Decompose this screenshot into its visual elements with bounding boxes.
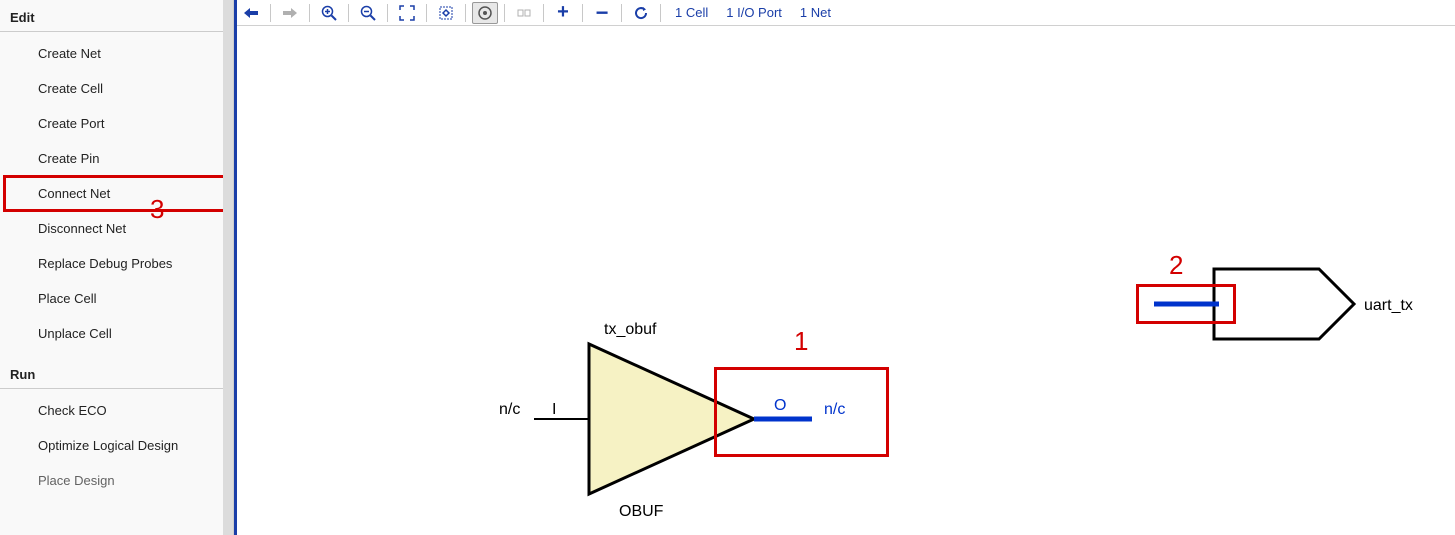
obuf-instance-name: tx_obuf [604, 321, 657, 338]
toolbar-cells-label[interactable]: 1 Cell [675, 5, 708, 20]
back-icon[interactable] [238, 2, 264, 24]
toolbar: + − 1 Cell 1 I/O Port 1 Net [234, 0, 1455, 26]
zoom-fit-icon[interactable] [394, 2, 420, 24]
sidebar-item-replace-debug-probes[interactable]: Replace Debug Probes [0, 246, 233, 281]
sidebar-item-create-cell[interactable]: Create Cell [0, 71, 233, 106]
annotation-box-1 [714, 367, 889, 457]
toolbar-separator [270, 4, 271, 22]
obuf-input-net: n/c [499, 401, 520, 418]
zoom-fit-sel-icon[interactable] [433, 2, 459, 24]
sidebar-item-create-pin[interactable]: Create Pin [0, 141, 233, 176]
annotation-box-2 [1136, 284, 1236, 324]
sidebar-item-connect-net[interactable]: Connect Net [4, 176, 229, 211]
toolbar-separator [660, 4, 661, 22]
schematic-canvas[interactable]: tx_obuf OBUF n/c I O n/c uart_tx [234, 26, 1455, 535]
canvas-area: + − 1 Cell 1 I/O Port 1 Net tx_obuf OBUF [234, 0, 1455, 535]
toolbar-separator [465, 4, 466, 22]
toolbar-separator [504, 4, 505, 22]
toolbar-separator [426, 4, 427, 22]
plus-icon[interactable]: + [550, 2, 576, 24]
toolbar-io-label[interactable]: 1 I/O Port [726, 5, 782, 20]
uart-tx-port-label: uart_tx [1364, 297, 1413, 314]
section-header-edit: Edit [0, 4, 233, 32]
sidebar-item-disconnect-net[interactable]: Disconnect Net [0, 211, 233, 246]
annotation-2: 2 [1169, 250, 1183, 281]
sidebar-item-optimize-logical-design[interactable]: Optimize Logical Design [0, 428, 233, 463]
sidebar-scrollbar[interactable] [223, 0, 233, 535]
annotation-3: 3 [150, 194, 164, 225]
obuf-type-label: OBUF [619, 503, 664, 520]
toolbar-separator [582, 4, 583, 22]
obuf-input-pin: I [552, 401, 556, 418]
forward-icon [277, 2, 303, 24]
zoom-in-icon[interactable] [316, 2, 342, 24]
toolbar-separator [387, 4, 388, 22]
toolbar-separator [348, 4, 349, 22]
sidebar-item-unplace-cell[interactable]: Unplace Cell [0, 316, 233, 351]
sidebar-item-place-cell[interactable]: Place Cell [0, 281, 233, 316]
select-mode-icon[interactable] [472, 2, 498, 24]
sidebar: Edit Create Net Create Cell Create Port … [0, 0, 234, 535]
section-header-run: Run [0, 361, 233, 389]
minus-icon[interactable]: − [589, 2, 615, 24]
toolbar-separator [621, 4, 622, 22]
sidebar-item-create-net[interactable]: Create Net [0, 36, 233, 71]
toolbar-nets-label[interactable]: 1 Net [800, 5, 831, 20]
zoom-out-icon[interactable] [355, 2, 381, 24]
uart-tx-port[interactable]: uart_tx [1214, 269, 1413, 339]
sidebar-item-check-eco[interactable]: Check ECO [0, 393, 233, 428]
regenerate-icon [511, 2, 537, 24]
sidebar-item-create-port[interactable]: Create Port [0, 106, 233, 141]
toolbar-separator [543, 4, 544, 22]
sidebar-item-place-design[interactable]: Place Design [0, 463, 233, 498]
reload-icon[interactable] [628, 2, 654, 24]
annotation-1: 1 [794, 326, 808, 357]
toolbar-separator [309, 4, 310, 22]
